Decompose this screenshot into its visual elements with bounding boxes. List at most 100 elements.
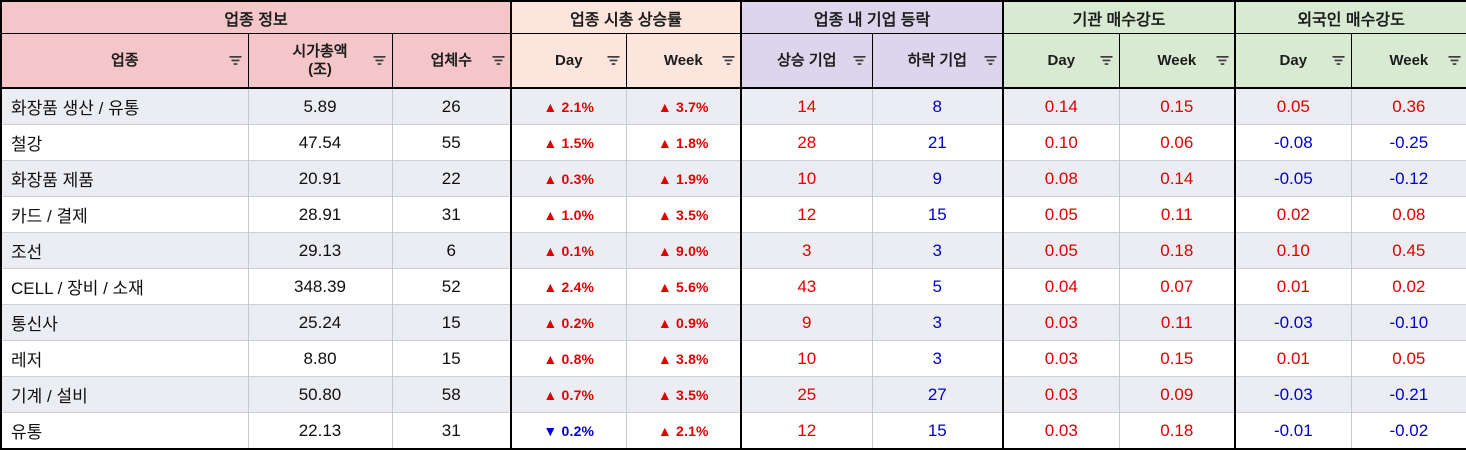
column-header-rising-firms[interactable]: 상승 기업 <box>740 33 873 89</box>
firm-count-cell[interactable]: 6 <box>391 232 512 269</box>
week-change-cell[interactable]: ▲ 3.5% <box>625 376 742 413</box>
week-change-cell[interactable]: ▲ 3.5% <box>625 196 742 233</box>
market-cap-cell[interactable]: 22.13 <box>247 412 392 449</box>
foreign-week-cell[interactable]: 0.05 <box>1350 340 1466 377</box>
firm-count-cell[interactable]: 58 <box>391 376 512 413</box>
column-header-firm-count[interactable]: 업체수 <box>391 33 512 89</box>
week-change-cell[interactable]: ▲ 0.9% <box>625 304 742 341</box>
filter-icon[interactable] <box>983 55 997 67</box>
inst-week-cell[interactable]: 0.15 <box>1118 340 1236 377</box>
filter-icon[interactable] <box>1100 55 1114 67</box>
week-change-cell[interactable]: ▲ 2.1% <box>625 412 742 449</box>
column-header-foreign-week[interactable]: Week <box>1350 33 1466 89</box>
column-header-week-change[interactable]: Week <box>625 33 742 89</box>
foreign-week-cell[interactable]: 0.08 <box>1350 196 1466 233</box>
rising-firms-cell[interactable]: 9 <box>740 304 873 341</box>
day-change-cell[interactable]: ▲ 1.5% <box>510 124 627 161</box>
market-cap-cell[interactable]: 20.91 <box>247 160 392 197</box>
falling-firms-cell[interactable]: 5 <box>871 268 1004 305</box>
foreign-day-cell[interactable]: -0.03 <box>1234 376 1352 413</box>
sector-cell[interactable]: CELL / 장비 / 소재 <box>1 268 248 305</box>
rising-firms-cell[interactable]: 12 <box>740 412 873 449</box>
week-change-cell[interactable]: ▲ 1.8% <box>625 124 742 161</box>
rising-firms-cell[interactable]: 3 <box>740 232 873 269</box>
foreign-day-cell[interactable]: 0.01 <box>1234 268 1352 305</box>
market-cap-cell[interactable]: 47.54 <box>247 124 392 161</box>
market-cap-cell[interactable]: 348.39 <box>247 268 392 305</box>
foreign-day-cell[interactable]: -0.08 <box>1234 124 1352 161</box>
day-change-cell[interactable]: ▲ 0.3% <box>510 160 627 197</box>
inst-week-cell[interactable]: 0.15 <box>1118 87 1236 125</box>
rising-firms-cell[interactable]: 10 <box>740 160 873 197</box>
inst-day-cell[interactable]: 0.10 <box>1002 124 1120 161</box>
foreign-day-cell[interactable]: 0.10 <box>1234 232 1352 269</box>
foreign-week-cell[interactable]: -0.12 <box>1350 160 1466 197</box>
week-change-cell[interactable]: ▲ 5.6% <box>625 268 742 305</box>
rising-firms-cell[interactable]: 14 <box>740 87 873 125</box>
market-cap-cell[interactable]: 29.13 <box>247 232 392 269</box>
inst-week-cell[interactable]: 0.06 <box>1118 124 1236 161</box>
filter-icon[interactable] <box>1215 55 1229 67</box>
sector-cell[interactable]: 유통 <box>1 412 248 449</box>
falling-firms-cell[interactable]: 3 <box>871 340 1004 377</box>
inst-week-cell[interactable]: 0.14 <box>1118 160 1236 197</box>
inst-day-cell[interactable]: 0.03 <box>1002 412 1120 449</box>
day-change-cell[interactable]: ▲ 1.0% <box>510 196 627 233</box>
market-cap-cell[interactable]: 5.89 <box>247 87 392 125</box>
inst-day-cell[interactable]: 0.14 <box>1002 87 1120 125</box>
firm-count-cell[interactable]: 26 <box>391 87 512 125</box>
day-change-cell[interactable]: ▲ 0.2% <box>510 304 627 341</box>
firm-count-cell[interactable]: 15 <box>391 340 512 377</box>
filter-icon[interactable] <box>229 55 243 67</box>
foreign-week-cell[interactable]: 0.45 <box>1350 232 1466 269</box>
rising-firms-cell[interactable]: 12 <box>740 196 873 233</box>
day-change-cell[interactable]: ▲ 0.7% <box>510 376 627 413</box>
foreign-day-cell[interactable]: -0.03 <box>1234 304 1352 341</box>
falling-firms-cell[interactable]: 15 <box>871 412 1004 449</box>
foreign-week-cell[interactable]: 0.36 <box>1350 87 1466 125</box>
inst-day-cell[interactable]: 0.05 <box>1002 196 1120 233</box>
sector-cell[interactable]: 레저 <box>1 340 248 377</box>
day-change-cell[interactable]: ▲ 0.8% <box>510 340 627 377</box>
foreign-day-cell[interactable]: 0.02 <box>1234 196 1352 233</box>
falling-firms-cell[interactable]: 9 <box>871 160 1004 197</box>
filter-icon[interactable] <box>373 55 387 67</box>
sector-cell[interactable]: 기계 / 설비 <box>1 376 248 413</box>
inst-week-cell[interactable]: 0.18 <box>1118 232 1236 269</box>
foreign-day-cell[interactable]: 0.01 <box>1234 340 1352 377</box>
filter-icon[interactable] <box>491 55 505 67</box>
foreign-day-cell[interactable]: -0.05 <box>1234 160 1352 197</box>
inst-day-cell[interactable]: 0.03 <box>1002 376 1120 413</box>
market-cap-cell[interactable]: 8.80 <box>247 340 392 377</box>
rising-firms-cell[interactable]: 28 <box>740 124 873 161</box>
falling-firms-cell[interactable]: 3 <box>871 304 1004 341</box>
rising-firms-cell[interactable]: 10 <box>740 340 873 377</box>
foreign-week-cell[interactable]: -0.02 <box>1350 412 1466 449</box>
column-header-day-change[interactable]: Day <box>510 33 627 89</box>
firm-count-cell[interactable]: 31 <box>391 196 512 233</box>
column-header-foreign-day[interactable]: Day <box>1234 33 1352 89</box>
week-change-cell[interactable]: ▲ 9.0% <box>625 232 742 269</box>
column-header-inst-week[interactable]: Week <box>1118 33 1236 89</box>
sector-cell[interactable]: 통신사 <box>1 304 248 341</box>
column-header-market-cap[interactable]: 시가총액 (조) <box>247 33 393 89</box>
inst-day-cell[interactable]: 0.05 <box>1002 232 1120 269</box>
week-change-cell[interactable]: ▲ 1.9% <box>625 160 742 197</box>
filter-icon[interactable] <box>853 55 867 67</box>
falling-firms-cell[interactable]: 3 <box>871 232 1004 269</box>
inst-day-cell[interactable]: 0.04 <box>1002 268 1120 305</box>
day-change-cell[interactable]: ▲ 0.1% <box>510 232 627 269</box>
inst-week-cell[interactable]: 0.11 <box>1118 304 1236 341</box>
inst-week-cell[interactable]: 0.18 <box>1118 412 1236 449</box>
foreign-week-cell[interactable]: 0.02 <box>1350 268 1466 305</box>
inst-day-cell[interactable]: 0.03 <box>1002 340 1120 377</box>
inst-day-cell[interactable]: 0.03 <box>1002 304 1120 341</box>
firm-count-cell[interactable]: 31 <box>391 412 512 449</box>
foreign-week-cell[interactable]: -0.25 <box>1350 124 1466 161</box>
falling-firms-cell[interactable]: 8 <box>871 87 1004 125</box>
firm-count-cell[interactable]: 15 <box>391 304 512 341</box>
foreign-day-cell[interactable]: 0.05 <box>1234 87 1352 125</box>
week-change-cell[interactable]: ▲ 3.7% <box>625 87 742 125</box>
sector-cell[interactable]: 조선 <box>1 232 248 269</box>
filter-icon[interactable] <box>1332 55 1346 67</box>
